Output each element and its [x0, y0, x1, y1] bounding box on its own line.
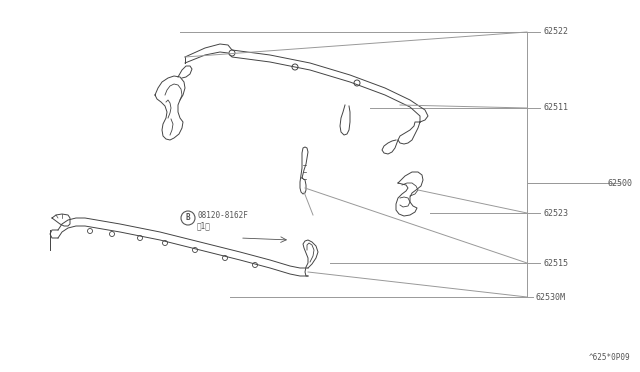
- Text: B: B: [186, 214, 190, 222]
- Text: 62530M: 62530M: [536, 292, 566, 301]
- Text: 62522: 62522: [543, 28, 568, 36]
- Text: 08120-8162F: 08120-8162F: [197, 212, 248, 221]
- Text: 62515: 62515: [543, 259, 568, 267]
- Text: （1）: （1）: [197, 221, 211, 231]
- Text: 62523: 62523: [543, 208, 568, 218]
- Text: 62500: 62500: [608, 179, 633, 187]
- Text: 62511: 62511: [543, 103, 568, 112]
- Text: ^625*0P09: ^625*0P09: [588, 353, 630, 362]
